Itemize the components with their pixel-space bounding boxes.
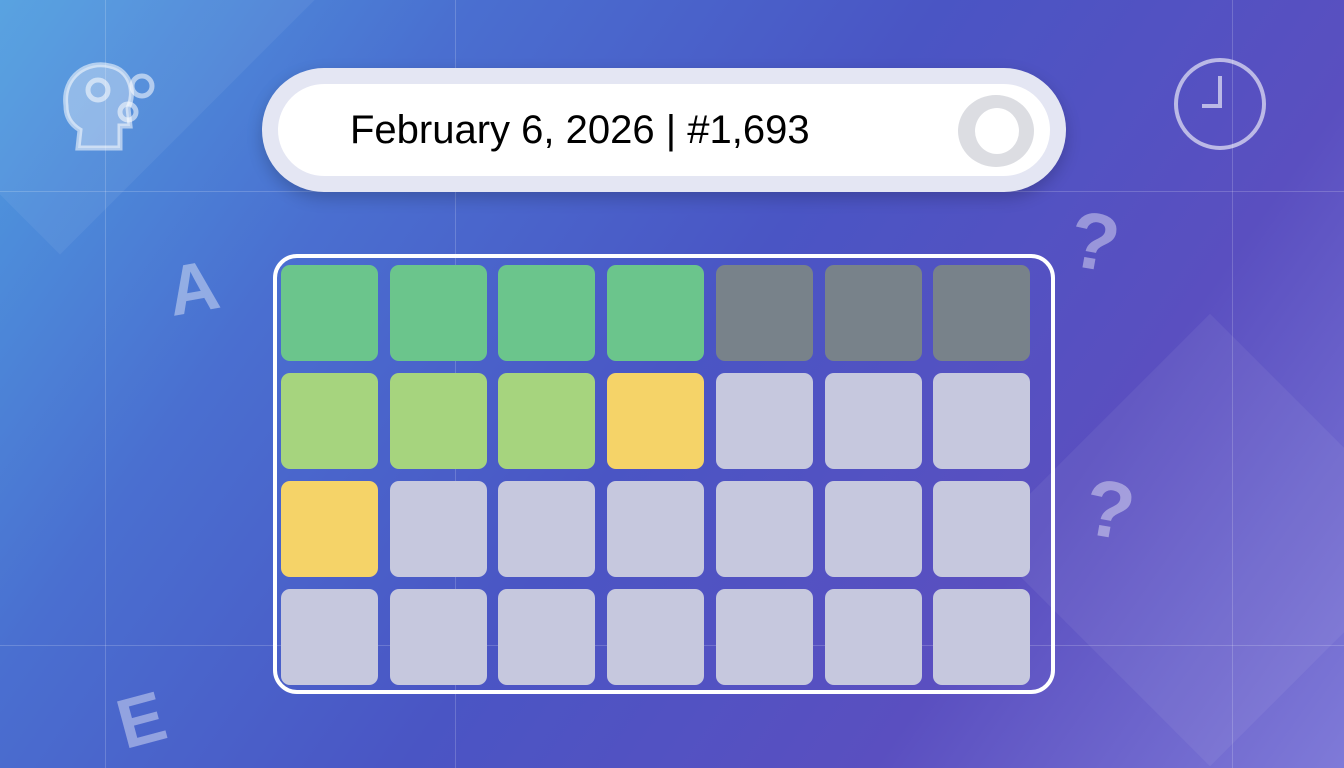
tile-present — [607, 373, 705, 469]
toggle-knob-center — [975, 108, 1019, 154]
grid-line — [105, 0, 106, 768]
tile-empty — [933, 589, 1031, 685]
tile-empty — [824, 373, 922, 469]
tile-absent — [715, 265, 813, 361]
tile-correct — [607, 265, 705, 361]
tile-empty — [715, 589, 813, 685]
tile-empty — [715, 373, 813, 469]
tile-empty — [715, 481, 813, 577]
tile-absent — [933, 265, 1031, 361]
tile-empty — [824, 481, 922, 577]
tile-empty — [607, 589, 705, 685]
tile-empty — [498, 481, 596, 577]
date-banner-inner — [278, 84, 1050, 176]
tile-correct — [281, 265, 378, 361]
tile-empty — [389, 481, 487, 577]
tile-empty — [824, 589, 922, 685]
tile-partial_green — [389, 373, 487, 469]
tile-absent — [824, 265, 922, 361]
decorative-letter-a: A — [161, 245, 225, 331]
tile-partial_green — [281, 373, 378, 469]
tile-empty — [607, 481, 705, 577]
tile-partial_green — [498, 373, 596, 469]
tile-empty — [498, 589, 596, 685]
game-board — [273, 254, 1055, 694]
tile-empty — [281, 589, 378, 685]
tile-correct — [498, 265, 596, 361]
puzzle-date-title: February 6, 2026 | #1,693 — [350, 108, 810, 152]
tile-correct — [389, 265, 487, 361]
tile-present — [281, 481, 378, 577]
grid-line — [1232, 0, 1233, 768]
brain-gears-icon — [58, 56, 162, 161]
tile-empty — [389, 589, 487, 685]
tile-empty — [933, 481, 1031, 577]
clock-icon — [1172, 56, 1268, 157]
tile-empty — [933, 373, 1031, 469]
decorative-letter-e: E — [108, 676, 175, 764]
question-mark-decoration: ? — [1062, 193, 1127, 290]
